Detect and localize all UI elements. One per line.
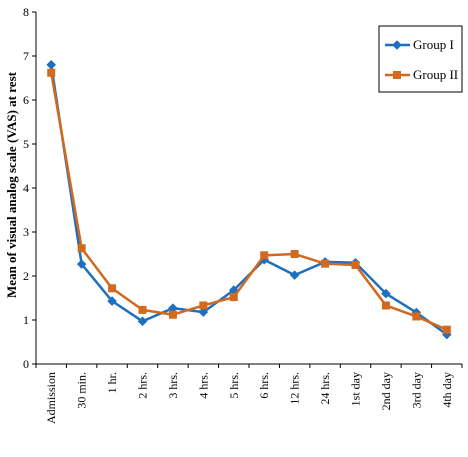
x-tick-label: 1 hr. [105,372,119,393]
y-axis: 0 1 2 3 4 5 6 7 8 [23,5,36,371]
x-tick-label: 3 hrs. [166,372,180,399]
legend-entry-group-2: Group II [385,67,458,82]
data-point [77,244,86,253]
legend: Group I Group II [378,25,463,93]
data-point [442,325,451,334]
data-point [260,251,269,260]
axes [35,12,462,365]
y-tick-label: 8 [23,5,29,19]
legend-label-group-1: Group I [413,37,454,52]
data-point [46,60,57,70]
x-tick-label: 24 hrs. [318,372,332,405]
legend-entry-group-1: Group I [385,37,454,52]
data-point [351,261,360,269]
series-1 [46,60,452,340]
y-tick-label: 2 [23,269,29,283]
series-2 [47,68,451,334]
data-point [381,301,390,310]
x-tick-label: 1st day [349,372,363,406]
data-point [289,270,300,280]
legend-marker-group-2 [393,71,401,79]
data-point [138,305,147,314]
data-point [168,303,178,313]
data-point [107,296,117,306]
x-tick-label: 5 hrs. [227,372,241,399]
data-point [108,284,117,293]
data-point [198,307,209,317]
data-point [168,310,177,319]
data-point [229,293,238,302]
data-point [76,259,87,269]
x-tick-label: 3rd day [409,372,423,408]
data-point [412,312,421,321]
legend-marker-group-1 [392,40,402,50]
data-point [199,301,208,310]
y-tick-label: 4 [23,181,29,195]
data-point [47,68,56,77]
y-tick-label: 7 [23,49,29,63]
series-group [46,60,452,340]
data-point [290,250,299,258]
legend-box [378,25,463,93]
legend-label-group-2: Group II [413,67,458,82]
x-tick-label: 30 min. [75,372,89,409]
x-tick-label: 4th day [440,372,454,408]
y-tick-label: 5 [23,137,29,151]
x-tick-label: 12 hrs. [288,372,302,405]
y-tick-label: 3 [23,225,29,239]
y-tick-label: 6 [23,93,29,107]
y-tick-label: 0 [23,357,29,371]
x-tick-label: 2 hrs. [136,372,150,399]
data-point [228,285,239,295]
data-point [381,288,391,299]
x-tick-label: 2nd day [379,372,393,410]
y-axis-label: Mean of visual analog scale (VAS) at res… [4,71,19,298]
x-tick-label: 4 hrs. [196,372,210,399]
x-axis: Admission 30 min. 1 hr. 2 hrs. 3 hrs. 4 hrs. 5… [35,364,463,424]
data-point [137,316,148,327]
series-line [49,72,448,331]
data-point [321,259,330,268]
y-tick-label: 1 [23,313,29,327]
x-tick-label: 6 hrs. [257,372,271,399]
x-tick-label: Admission [44,372,58,424]
